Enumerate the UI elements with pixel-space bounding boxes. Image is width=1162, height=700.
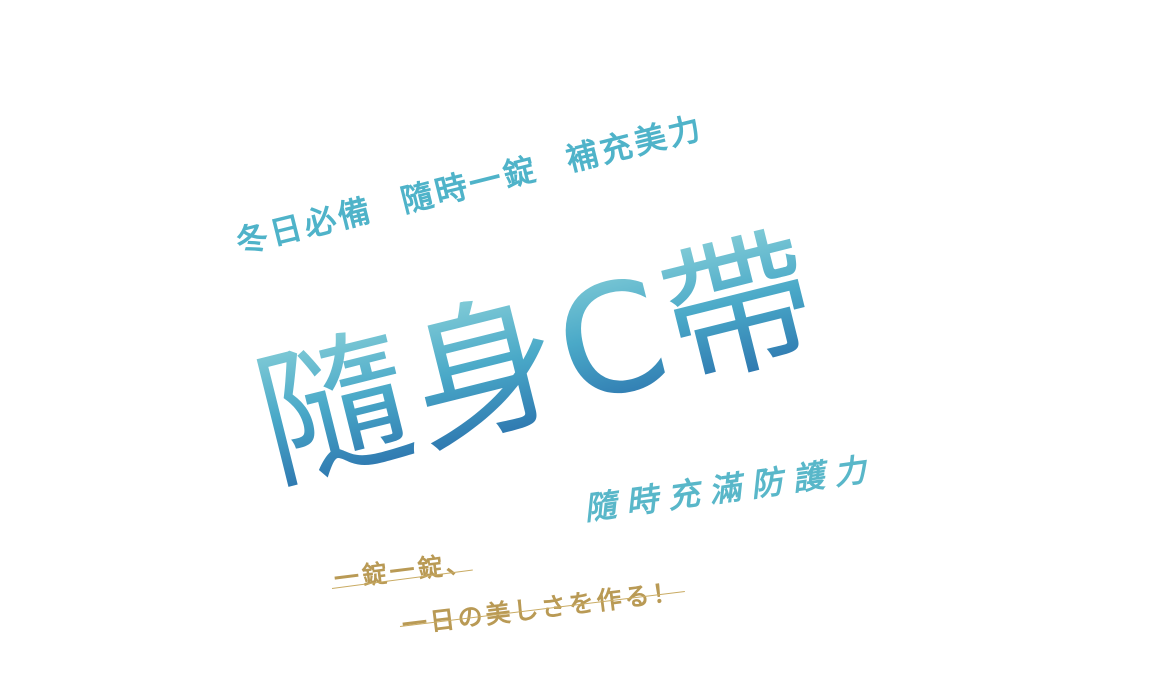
subline: 隨時充滿防護力 bbox=[581, 449, 879, 528]
slogan-line-1: 一錠一錠、 bbox=[332, 548, 475, 594]
headline: 隨身C帶 bbox=[240, 206, 837, 514]
tagline: 冬日必備 隨時一錠 補充美力 bbox=[231, 108, 708, 262]
